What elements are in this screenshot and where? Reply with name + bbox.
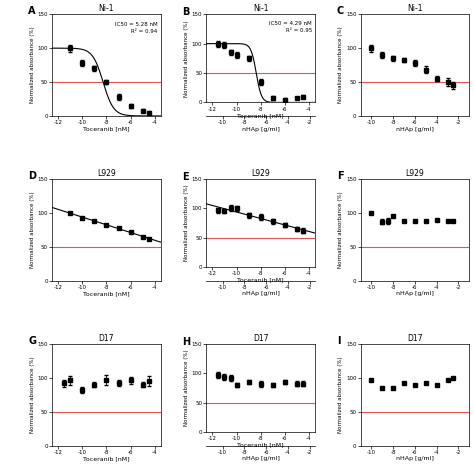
- Y-axis label: Normalized absorbance (%): Normalized absorbance (%): [30, 27, 35, 103]
- Text: I: I: [337, 336, 340, 346]
- X-axis label: Toceranib [nM]: Toceranib [nM]: [237, 113, 284, 118]
- Text: C: C: [337, 6, 344, 16]
- X-axis label: nHAp [g/ml]: nHAp [g/ml]: [242, 292, 280, 296]
- X-axis label: nHAp [g/ml]: nHAp [g/ml]: [242, 127, 280, 131]
- X-axis label: Toceranib [nM]: Toceranib [nM]: [83, 292, 130, 296]
- Text: A: A: [28, 6, 36, 16]
- Y-axis label: Normalized absorbance (%): Normalized absorbance (%): [30, 356, 35, 433]
- Text: IC50 = 5.28 nM
R² = 0.94: IC50 = 5.28 nM R² = 0.94: [115, 22, 157, 34]
- X-axis label: Toceranib [nM]: Toceranib [nM]: [83, 127, 130, 131]
- Text: G: G: [28, 336, 36, 346]
- Y-axis label: Normalized absorbance (%): Normalized absorbance (%): [338, 191, 343, 268]
- Title: Ni-1: Ni-1: [253, 4, 268, 13]
- Text: IC50 = 4.29 nM
R² = 0.95: IC50 = 4.29 nM R² = 0.95: [269, 21, 312, 33]
- Title: D17: D17: [253, 334, 268, 343]
- Title: Ni-1: Ni-1: [407, 4, 423, 13]
- Y-axis label: Normalized absorbance (%): Normalized absorbance (%): [184, 350, 189, 426]
- Text: B: B: [182, 7, 190, 17]
- X-axis label: Toceranib [nM]: Toceranib [nM]: [237, 278, 284, 283]
- Text: H: H: [182, 337, 191, 347]
- Y-axis label: Normalized absorbance (%): Normalized absorbance (%): [338, 27, 343, 103]
- Text: F: F: [337, 171, 343, 181]
- X-axis label: nHAp [g/ml]: nHAp [g/ml]: [396, 127, 434, 131]
- X-axis label: nHAp [g/ml]: nHAp [g/ml]: [396, 292, 434, 296]
- Title: D17: D17: [99, 334, 114, 343]
- Y-axis label: Normalized absorbance (%): Normalized absorbance (%): [184, 185, 189, 262]
- X-axis label: Toceranib [nM]: Toceranib [nM]: [237, 443, 284, 447]
- X-axis label: nHAp [g/ml]: nHAp [g/ml]: [396, 456, 434, 461]
- Title: D17: D17: [407, 334, 423, 343]
- Title: L929: L929: [97, 169, 116, 178]
- X-axis label: nHAp [g/ml]: nHAp [g/ml]: [242, 456, 280, 461]
- Text: D: D: [28, 171, 36, 181]
- Title: L929: L929: [406, 169, 424, 178]
- X-axis label: Toceranib [nM]: Toceranib [nM]: [83, 456, 130, 461]
- Y-axis label: Normalized absorbance (%): Normalized absorbance (%): [338, 356, 343, 433]
- Text: E: E: [182, 172, 189, 182]
- Y-axis label: Normalized absorbance (%): Normalized absorbance (%): [184, 20, 189, 97]
- Title: Ni-1: Ni-1: [99, 4, 114, 13]
- Y-axis label: Normalized absorbance (%): Normalized absorbance (%): [30, 191, 35, 268]
- Title: L929: L929: [251, 169, 270, 178]
